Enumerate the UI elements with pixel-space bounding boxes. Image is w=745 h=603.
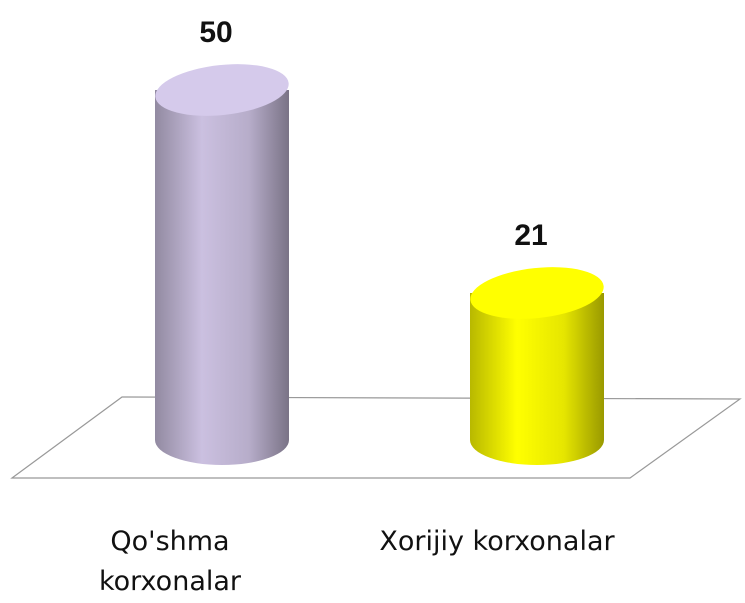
- value-label: 21: [514, 219, 547, 252]
- value-label: 50: [199, 16, 232, 49]
- x-tick-label: Qo'shma korxonalar: [98, 526, 242, 597]
- bar-top: [470, 267, 604, 319]
- bar: [470, 293, 604, 465]
- bar: [155, 90, 289, 465]
- floor: [10, 396, 742, 479]
- bar-top: [155, 64, 289, 116]
- x-tick-label: Xorijiy korxonalar: [379, 526, 615, 557]
